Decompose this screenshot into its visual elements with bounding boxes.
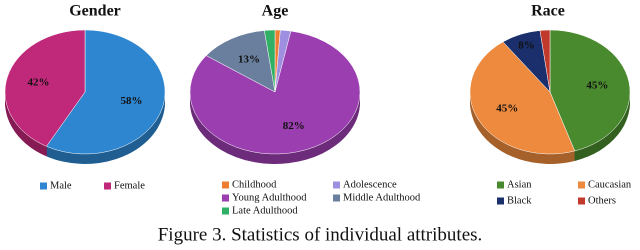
legend-swatch (222, 181, 229, 189)
data-label: 42% (28, 76, 50, 88)
legend-swatch (578, 181, 585, 189)
pie-slice (469, 41, 576, 155)
legend-swatch (333, 181, 340, 189)
pie-slice (539, 29, 551, 93)
data-label: 45% (496, 102, 518, 114)
pie-slice (264, 29, 276, 93)
legend-swatch (222, 207, 229, 215)
pie-slice (4, 29, 86, 147)
legend-label: Middle Adulthood (343, 192, 421, 203)
legend-label: Childhood (232, 179, 277, 190)
legend-label: Black (507, 195, 532, 206)
legend-swatch (40, 182, 47, 190)
legend-label: Male (50, 180, 72, 191)
chart-title: Race (531, 3, 565, 20)
legend-swatch (222, 194, 229, 202)
pie-slice (46, 29, 166, 155)
pie-slice (189, 30, 361, 155)
caption: Figure 3. Statistics of individual attri… (158, 224, 483, 245)
legend-label: Adolescence (343, 179, 397, 190)
legend-swatch (578, 197, 585, 205)
data-label: 13% (238, 54, 260, 66)
data-label: 45% (586, 80, 608, 92)
legend-label: Late Adulthood (232, 205, 298, 216)
legend-swatch (497, 197, 504, 205)
data-label: 82% (283, 120, 305, 132)
pie-slice (205, 30, 276, 93)
legend-label: Others (588, 195, 616, 206)
legend-label: Young Adulthood (232, 192, 307, 203)
pie-slice (549, 29, 631, 152)
legend-swatch (333, 194, 340, 202)
legend-swatch (497, 181, 504, 189)
data-label: 8% (518, 39, 535, 51)
chart-title: Gender (69, 3, 121, 20)
data-label: 58% (120, 95, 142, 107)
legend-swatch (104, 182, 111, 190)
legend-label: Female (114, 180, 145, 191)
chart-title: Age (262, 3, 289, 20)
legend-label: Caucasian (588, 179, 632, 190)
legend-label: Asian (507, 179, 532, 190)
